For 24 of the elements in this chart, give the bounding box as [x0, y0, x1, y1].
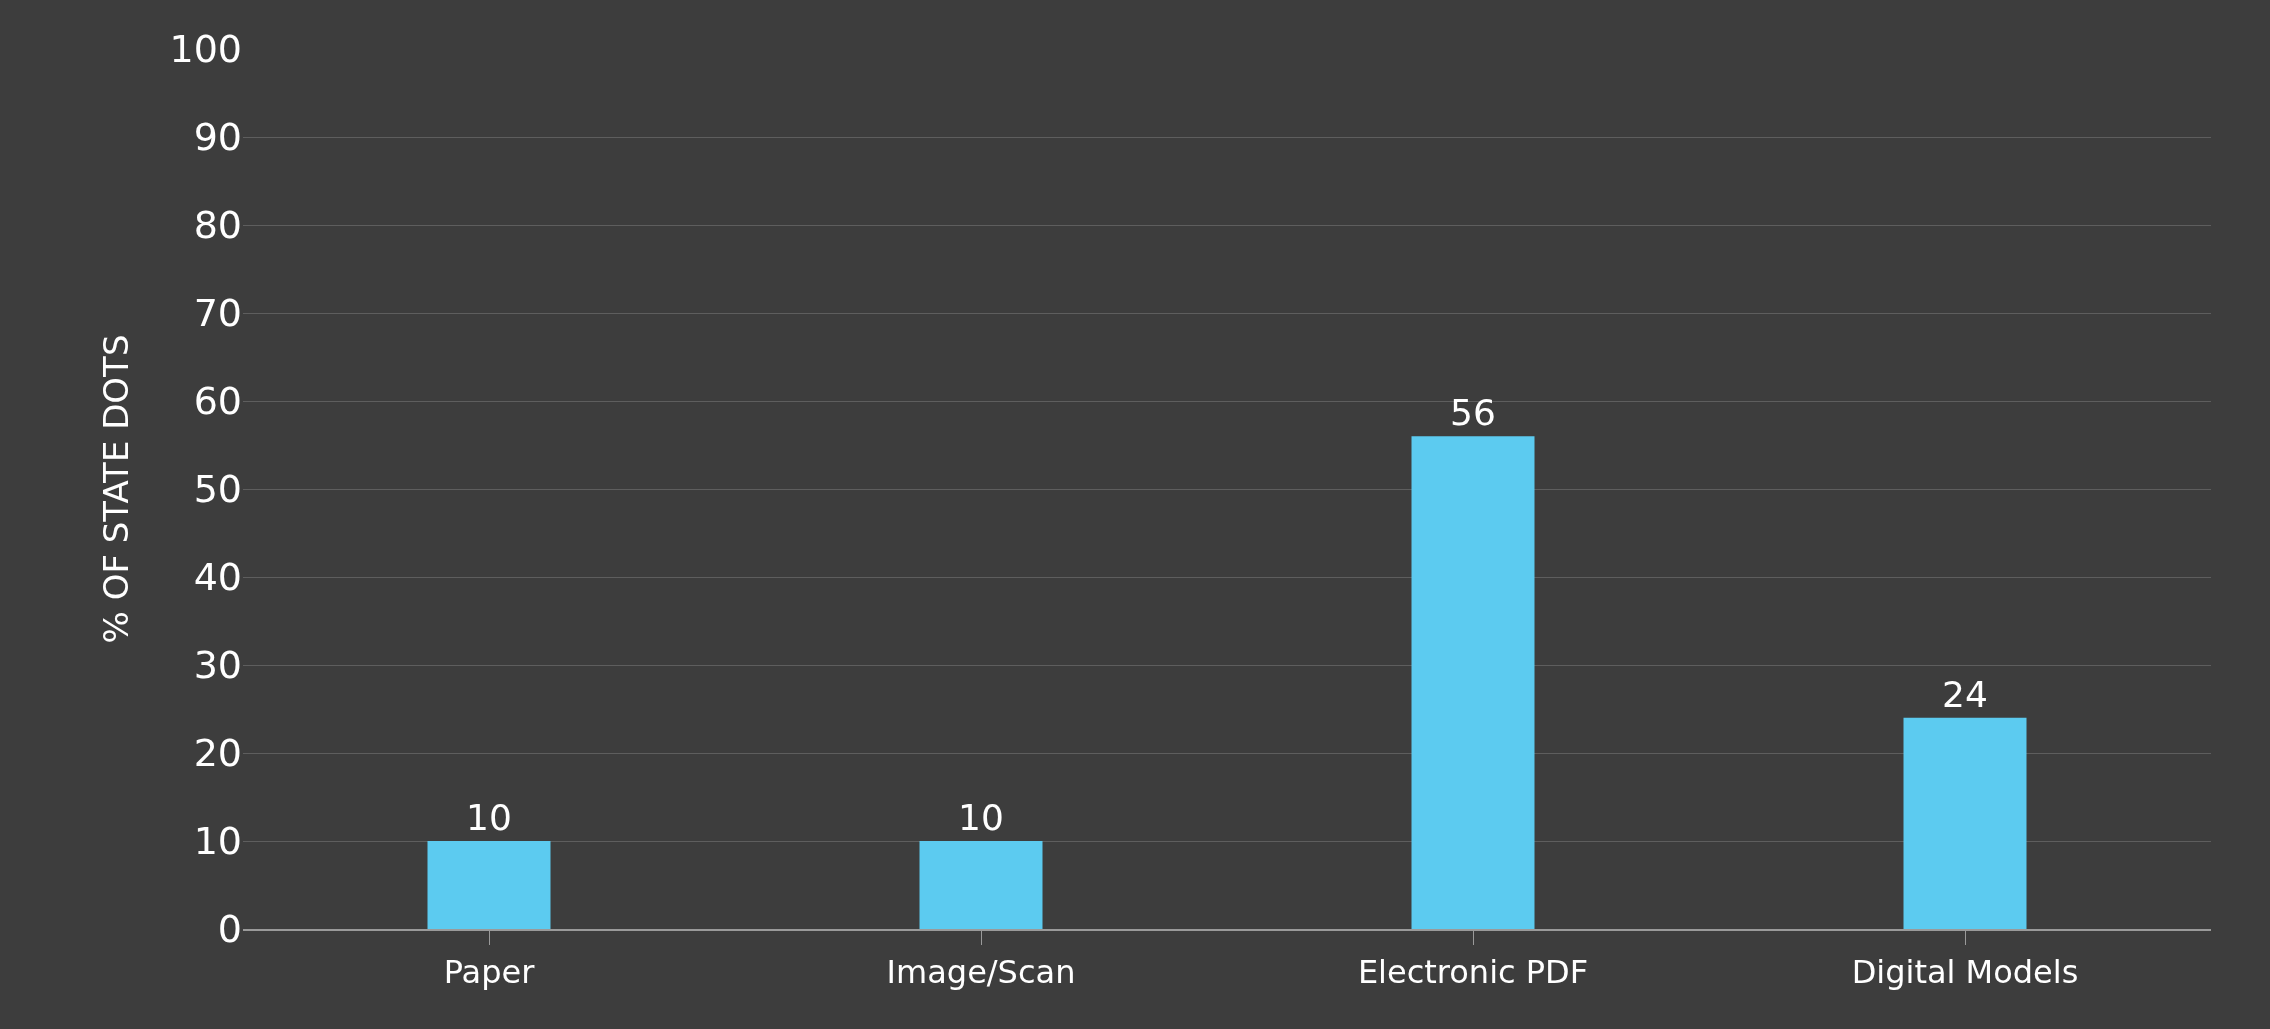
data-label: 10 [466, 797, 512, 838]
y-tick-label: 50 [193, 467, 242, 512]
bar [1411, 436, 1535, 929]
y-tick-label: 80 [193, 203, 242, 248]
x-tick-label: Paper [443, 953, 536, 992]
y-tick-label: 60 [193, 379, 242, 424]
data-label: 10 [958, 797, 1004, 838]
y-tick-label: 0 [217, 907, 242, 952]
bar [1903, 717, 2027, 929]
x-tick-label: Electronic PDF [1357, 953, 1589, 992]
x-tick-label: Image/Scan [886, 953, 1076, 992]
y-tick-label: 90 [193, 115, 242, 160]
y-tick-label: 100 [169, 27, 242, 72]
y-tick-label: 40 [193, 555, 242, 600]
y-tick-label: 70 [193, 291, 242, 336]
data-label: 56 [1450, 392, 1496, 434]
y-tick-label: 20 [193, 731, 242, 776]
y-tick-label: 30 [193, 643, 242, 688]
x-tick-label: Digital Models [1851, 953, 2079, 992]
bar [919, 841, 1043, 929]
bar [427, 841, 551, 929]
y-tick-label: 10 [193, 819, 242, 864]
y-axis-title: % OF STATE DOTS [96, 334, 137, 644]
data-label: 24 [1942, 673, 1988, 715]
